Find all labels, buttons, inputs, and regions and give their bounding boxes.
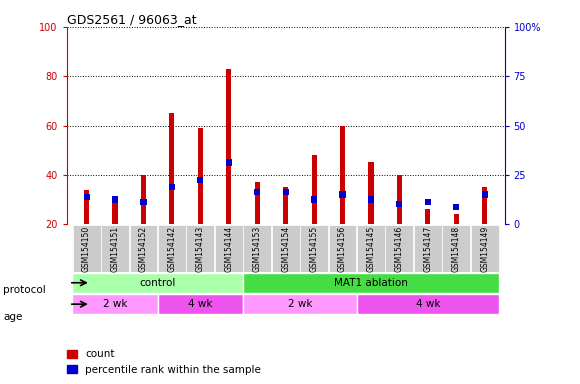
Bar (141, 175, 146, 224)
Text: MAT1 ablation: MAT1 ablation (334, 278, 408, 288)
Text: GSM154145: GSM154145 (367, 225, 375, 272)
Bar (397, 175, 402, 224)
FancyBboxPatch shape (72, 294, 158, 314)
Bar (169, 113, 175, 224)
FancyBboxPatch shape (271, 225, 300, 271)
Bar (425, 199, 431, 205)
FancyBboxPatch shape (158, 294, 243, 314)
Text: GSM154155: GSM154155 (310, 225, 318, 272)
Bar (112, 196, 118, 203)
Text: 4 wk: 4 wk (416, 299, 440, 309)
Text: GSM154151: GSM154151 (111, 225, 119, 272)
Text: GSM154154: GSM154154 (281, 225, 290, 272)
Bar (255, 182, 260, 224)
Text: GSM154142: GSM154142 (168, 225, 176, 272)
Text: GSM154143: GSM154143 (196, 225, 205, 272)
Text: GSM154150: GSM154150 (82, 225, 91, 272)
FancyBboxPatch shape (386, 225, 414, 271)
Bar (283, 187, 288, 224)
Bar (226, 159, 232, 166)
Bar (453, 204, 459, 210)
FancyBboxPatch shape (443, 225, 470, 271)
FancyBboxPatch shape (357, 294, 499, 314)
Bar (226, 69, 231, 224)
Bar (368, 162, 374, 224)
Bar (425, 209, 430, 224)
Bar (282, 189, 289, 195)
Bar (339, 192, 346, 198)
Text: GSM154144: GSM154144 (224, 225, 233, 272)
FancyBboxPatch shape (329, 225, 357, 271)
Bar (140, 199, 147, 205)
Bar (197, 177, 204, 183)
FancyBboxPatch shape (186, 225, 214, 271)
Bar (454, 214, 459, 224)
FancyBboxPatch shape (72, 225, 100, 271)
Bar (113, 202, 118, 224)
FancyBboxPatch shape (300, 225, 328, 271)
Bar (311, 196, 317, 203)
Text: 2 wk: 2 wk (103, 299, 127, 309)
Bar (254, 189, 260, 195)
Bar (198, 128, 203, 224)
Text: GSM154152: GSM154152 (139, 225, 148, 272)
FancyBboxPatch shape (243, 225, 271, 271)
FancyBboxPatch shape (101, 225, 129, 271)
Bar (84, 194, 90, 200)
Bar (481, 192, 488, 198)
Text: GSM154147: GSM154147 (423, 225, 432, 272)
Bar (396, 201, 403, 207)
FancyBboxPatch shape (72, 273, 243, 293)
FancyBboxPatch shape (158, 225, 186, 271)
Text: control: control (140, 278, 176, 288)
Bar (368, 196, 374, 203)
Text: 4 wk: 4 wk (188, 299, 213, 309)
FancyBboxPatch shape (215, 225, 242, 271)
Bar (84, 190, 89, 224)
Text: protocol: protocol (3, 285, 46, 295)
Bar (311, 155, 317, 224)
Text: GSM154148: GSM154148 (452, 225, 461, 272)
FancyBboxPatch shape (357, 225, 385, 271)
FancyBboxPatch shape (243, 294, 357, 314)
Legend: count, percentile rank within the sample: count, percentile rank within the sample (63, 345, 265, 379)
Text: GSM154156: GSM154156 (338, 225, 347, 272)
Text: GSM154149: GSM154149 (480, 225, 489, 272)
Bar (482, 187, 487, 224)
FancyBboxPatch shape (129, 225, 157, 271)
Text: GSM154146: GSM154146 (395, 225, 404, 272)
Text: age: age (3, 312, 22, 322)
FancyBboxPatch shape (243, 273, 499, 293)
FancyBboxPatch shape (414, 225, 442, 271)
Text: 2 wk: 2 wk (288, 299, 312, 309)
Text: GDS2561 / 96063_at: GDS2561 / 96063_at (67, 13, 196, 26)
Bar (169, 184, 175, 190)
FancyBboxPatch shape (471, 225, 499, 271)
Bar (340, 126, 345, 224)
Text: GSM154153: GSM154153 (253, 225, 262, 272)
